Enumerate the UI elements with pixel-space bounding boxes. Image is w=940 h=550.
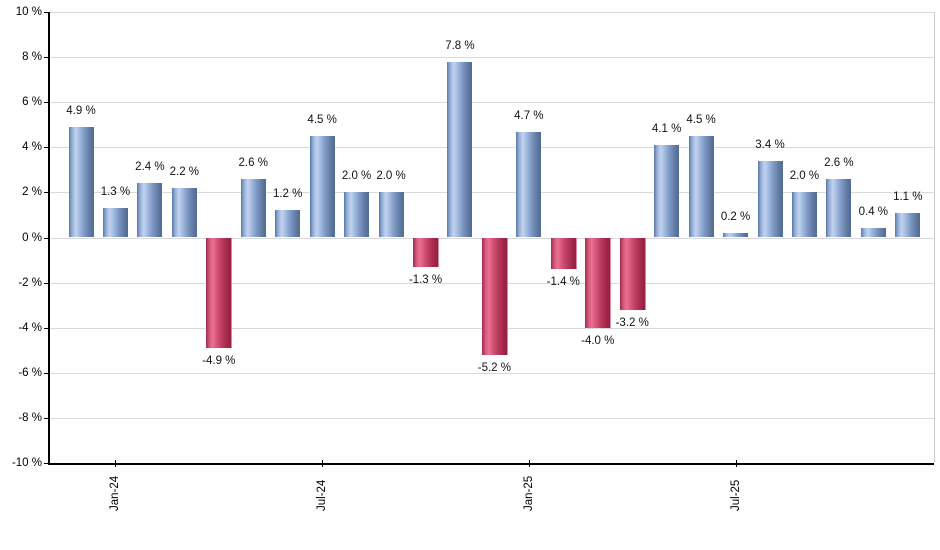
bar-value-label: 4.9 % — [66, 105, 96, 117]
x-axis-tick-label: Jan-25 — [522, 475, 535, 511]
bar-value-label: -5.2 % — [477, 361, 512, 374]
bar — [275, 210, 301, 238]
bar-value-label: -3.2 % — [615, 316, 649, 329]
bar-value-label: -1.4 % — [546, 276, 580, 289]
y-axis-tick-label: -6 % — [18, 366, 42, 379]
bar — [860, 228, 886, 238]
y-axis-tick — [44, 417, 49, 419]
y-axis — [48, 12, 50, 465]
bar-value-label: 1.1 % — [893, 190, 923, 203]
bar — [447, 61, 473, 238]
bar-value-label: 0.4 % — [858, 206, 889, 219]
bar — [550, 237, 577, 270]
bar — [619, 237, 646, 310]
bar-value-label: -1.3 % — [408, 273, 443, 286]
bar — [791, 192, 817, 238]
bar — [240, 178, 266, 238]
bar-value-label: 1.3 % — [100, 186, 131, 199]
y-axis-tick — [44, 282, 49, 284]
bar — [585, 237, 612, 328]
y-axis-tick — [44, 372, 49, 374]
bar-value-label: 2.4 % — [135, 161, 165, 174]
bar — [723, 232, 749, 238]
y-axis-tick-label: 2 % — [22, 186, 42, 199]
y-axis-tick — [44, 192, 49, 194]
bar-value-label: 2.6 % — [824, 156, 854, 169]
x-axis-tick-label: Jul-24 — [316, 479, 329, 511]
bar-value-label: -4.9 % — [202, 354, 236, 367]
bar-value-label: 4.5 % — [307, 114, 337, 127]
gridline — [49, 417, 934, 419]
y-axis-tick — [44, 12, 49, 13]
bar — [206, 237, 233, 348]
x-axis-tick — [115, 460, 117, 467]
gridline — [49, 12, 934, 13]
y-axis-tick-label: -2 % — [18, 276, 42, 289]
y-axis-tick-label: -10 % — [11, 457, 42, 469]
bar — [137, 183, 163, 238]
bar-value-label: 4.5 % — [686, 114, 716, 127]
gridline — [49, 192, 934, 194]
x-axis-tick — [528, 460, 530, 467]
bar-value-label: 2.6 % — [238, 156, 268, 169]
x-axis-tick-label: Jan-24 — [109, 475, 122, 511]
bar-value-label: 2.0 % — [789, 170, 820, 183]
bar-value-label: 2.0 % — [341, 170, 372, 183]
bar — [171, 187, 197, 238]
y-axis-tick-label: 0 % — [22, 231, 42, 244]
bar — [413, 237, 439, 267]
y-axis-tick — [44, 102, 49, 104]
y-axis-tick — [44, 237, 49, 239]
y-axis-tick-label: 8 % — [22, 51, 42, 64]
bar-value-label: 4.7 % — [514, 109, 544, 122]
bar — [68, 127, 94, 238]
bar — [309, 136, 335, 238]
y-axis-tick — [44, 463, 49, 464]
bar — [102, 208, 128, 238]
y-axis-tick — [44, 327, 49, 329]
bar — [757, 160, 783, 238]
x-axis-tick — [735, 460, 737, 467]
bar — [654, 145, 680, 238]
gridline — [49, 57, 934, 59]
bar-value-label: 2.2 % — [169, 165, 200, 178]
bar — [826, 178, 852, 238]
bar-value-label: 7.8 % — [445, 39, 475, 52]
y-axis-tick-label: 10 % — [15, 6, 42, 18]
y-axis-tick-label: -8 % — [18, 411, 42, 424]
bar — [688, 136, 714, 238]
bar — [481, 237, 508, 355]
bar — [895, 212, 921, 238]
gridline — [49, 372, 934, 374]
bar — [378, 192, 404, 238]
bar-value-label: 0.2 % — [720, 210, 751, 223]
y-axis-tick-label: -4 % — [18, 321, 42, 334]
gridline — [49, 147, 934, 149]
bar-value-label: 3.4 % — [755, 138, 785, 151]
x-axis-tick-label: Jul-25 — [729, 479, 742, 511]
bar-value-label: -4.0 % — [581, 334, 615, 347]
y-axis-tick-label: 4 % — [22, 141, 42, 154]
bar — [344, 192, 370, 238]
bar-value-label: 2.0 % — [376, 170, 406, 183]
y-axis-tick-label: 6 % — [22, 96, 42, 109]
bar-value-label: 4.1 % — [651, 123, 682, 136]
x-axis-tick — [322, 460, 324, 467]
y-axis-tick — [44, 57, 49, 59]
gridline — [49, 102, 934, 104]
x-axis — [48, 463, 934, 465]
plot-right-border — [934, 12, 935, 463]
y-axis-tick — [44, 147, 49, 149]
bar — [516, 131, 542, 238]
bar-value-label: 1.2 % — [272, 188, 303, 201]
